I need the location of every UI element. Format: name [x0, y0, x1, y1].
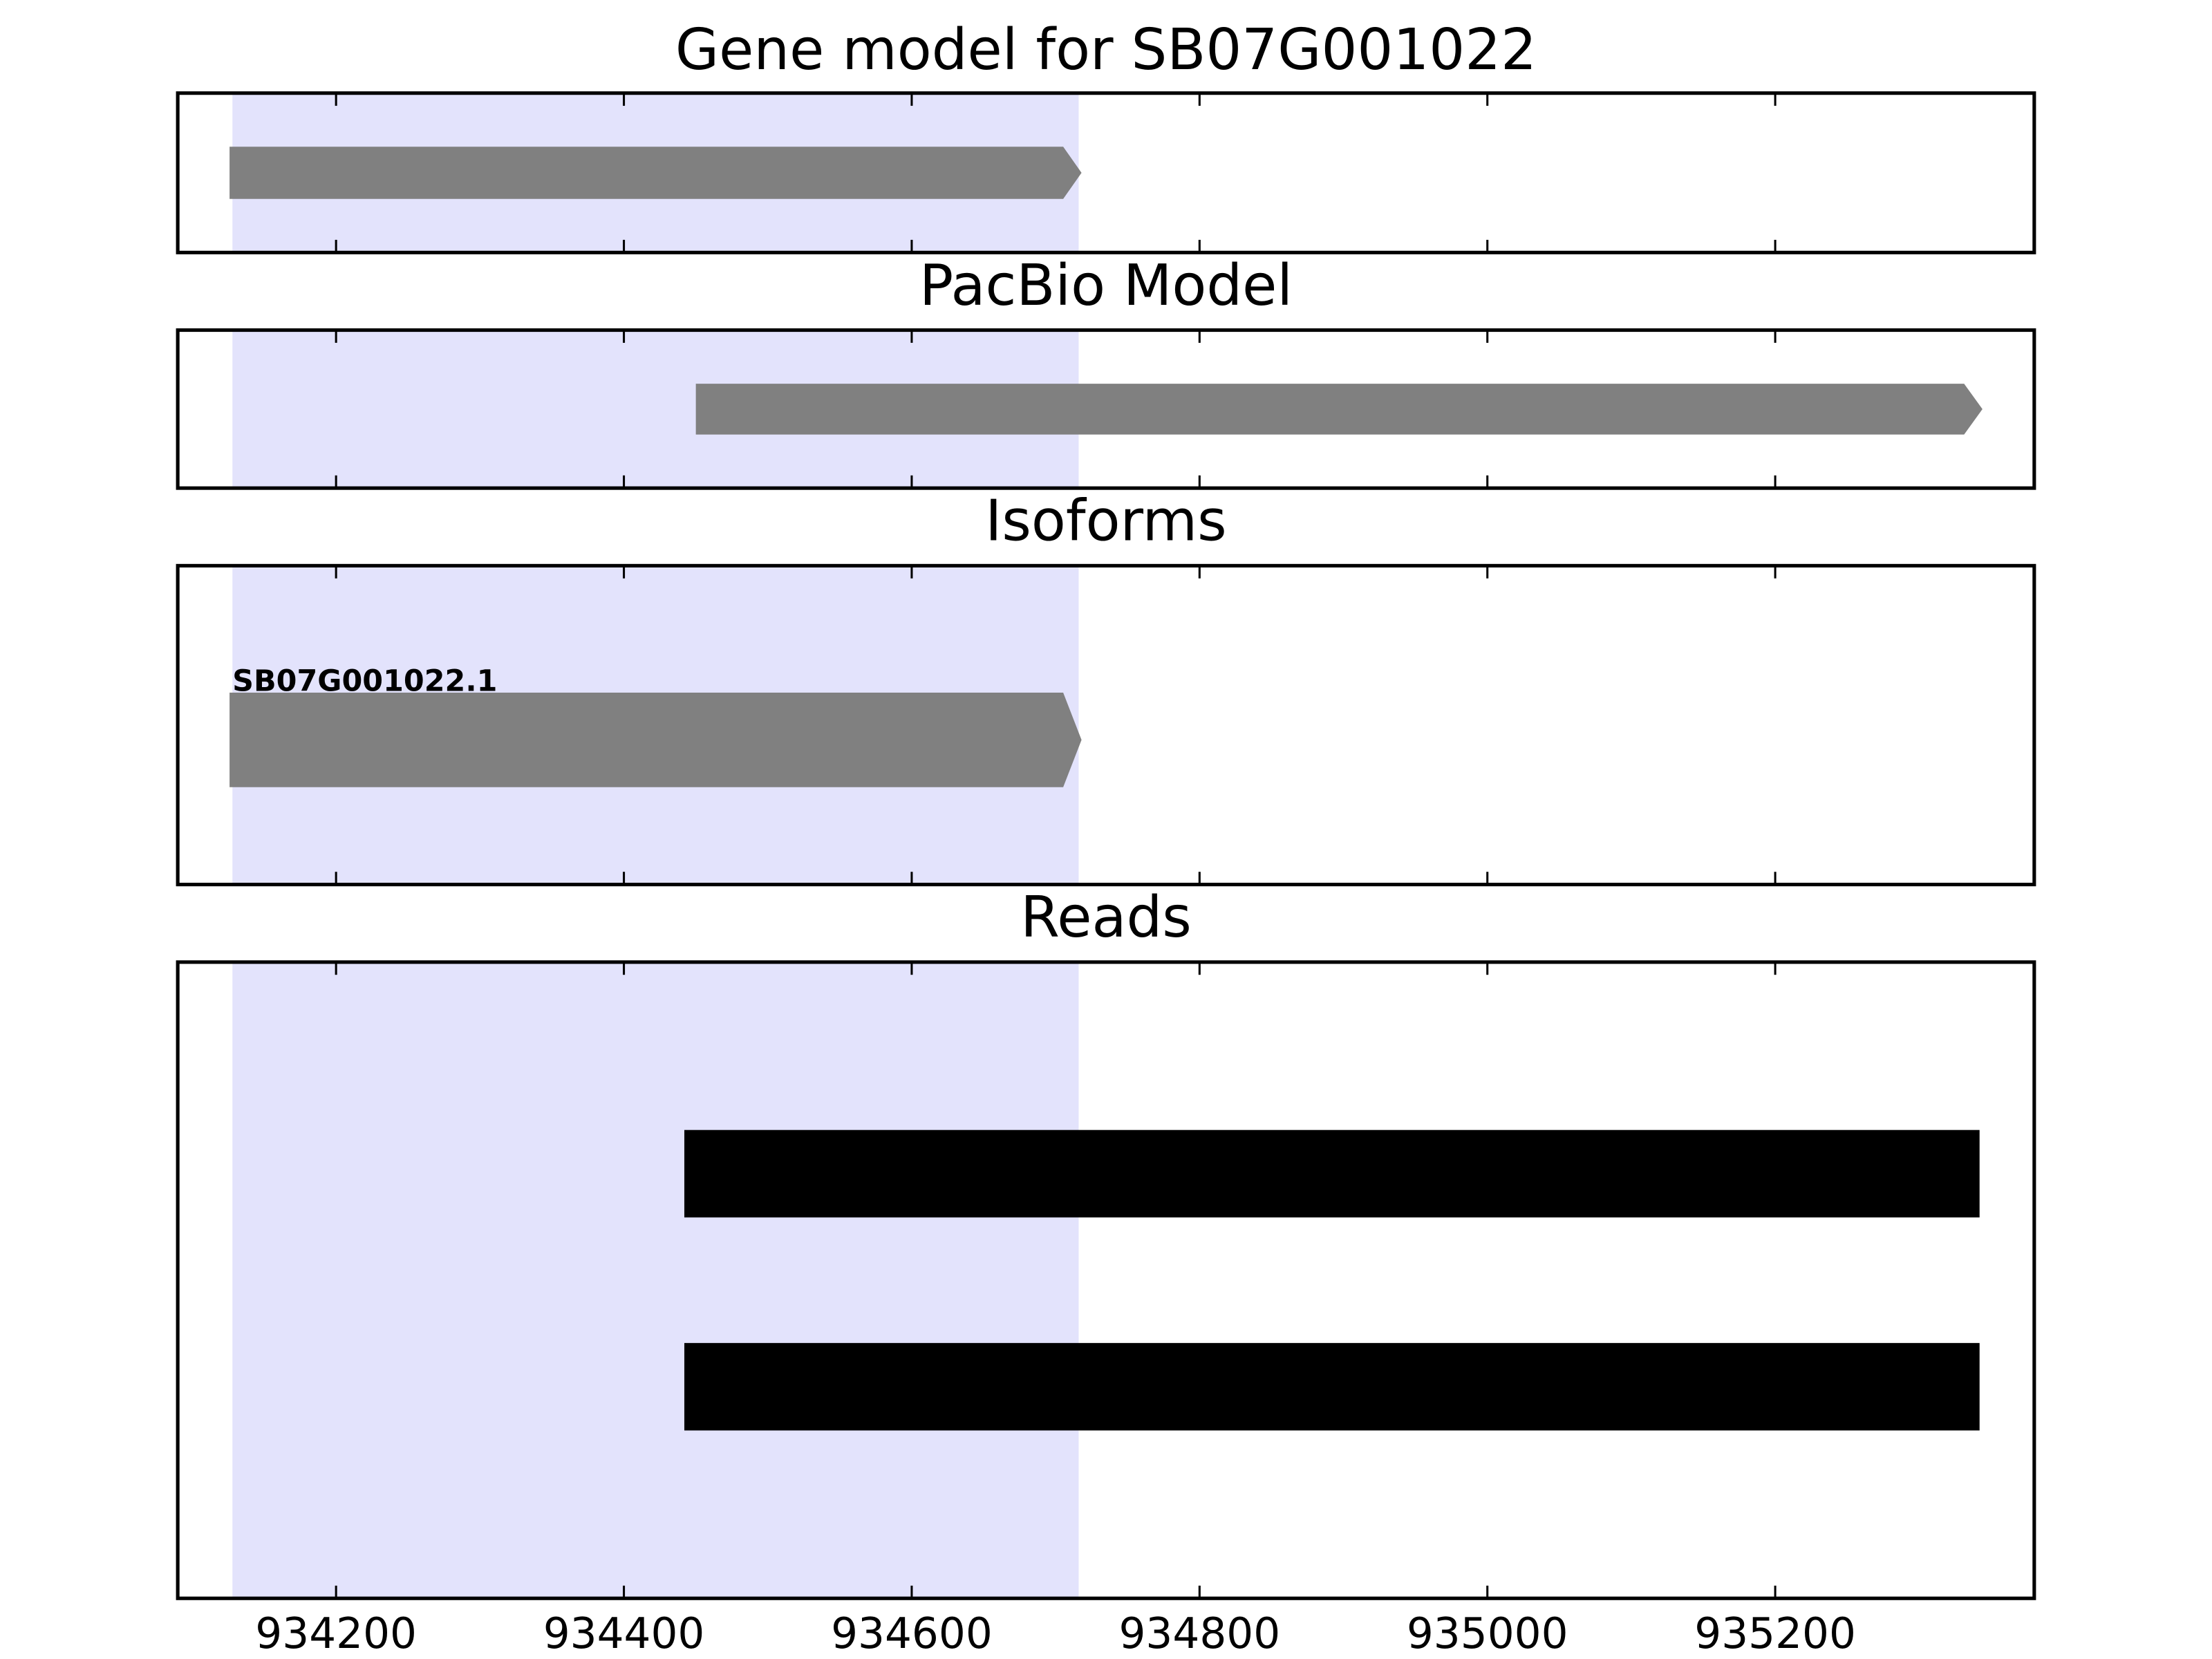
x-tick-label: 934400: [543, 1609, 705, 1658]
feature-arrow: [229, 693, 1082, 787]
highlight-region: [232, 962, 1079, 1599]
feature-arrow: [695, 384, 1983, 435]
panel-title: Reads: [1020, 885, 1192, 950]
feature-arrow: [229, 147, 1082, 199]
panel-frame: [176, 328, 2036, 490]
x-tick-label: 934600: [831, 1609, 993, 1658]
x-tick-label: 935000: [1407, 1609, 1568, 1658]
feature-label: SB07G001022.1: [232, 664, 497, 698]
read-bar: [684, 1130, 1980, 1218]
x-tick-label: 934200: [255, 1609, 417, 1658]
panel-frame: [176, 563, 2036, 887]
x-tick-label: 934800: [1118, 1609, 1280, 1658]
panel-title: Isoforms: [985, 489, 1226, 554]
panel-frame: [176, 91, 2036, 254]
x-tick-label: 935200: [1694, 1609, 1856, 1658]
panel-title: Gene model for SB07G001022: [675, 17, 1537, 83]
read-bar: [684, 1342, 1980, 1431]
panel-frame: [176, 960, 2036, 1600]
panel-title: PacBio Model: [919, 253, 1293, 319]
